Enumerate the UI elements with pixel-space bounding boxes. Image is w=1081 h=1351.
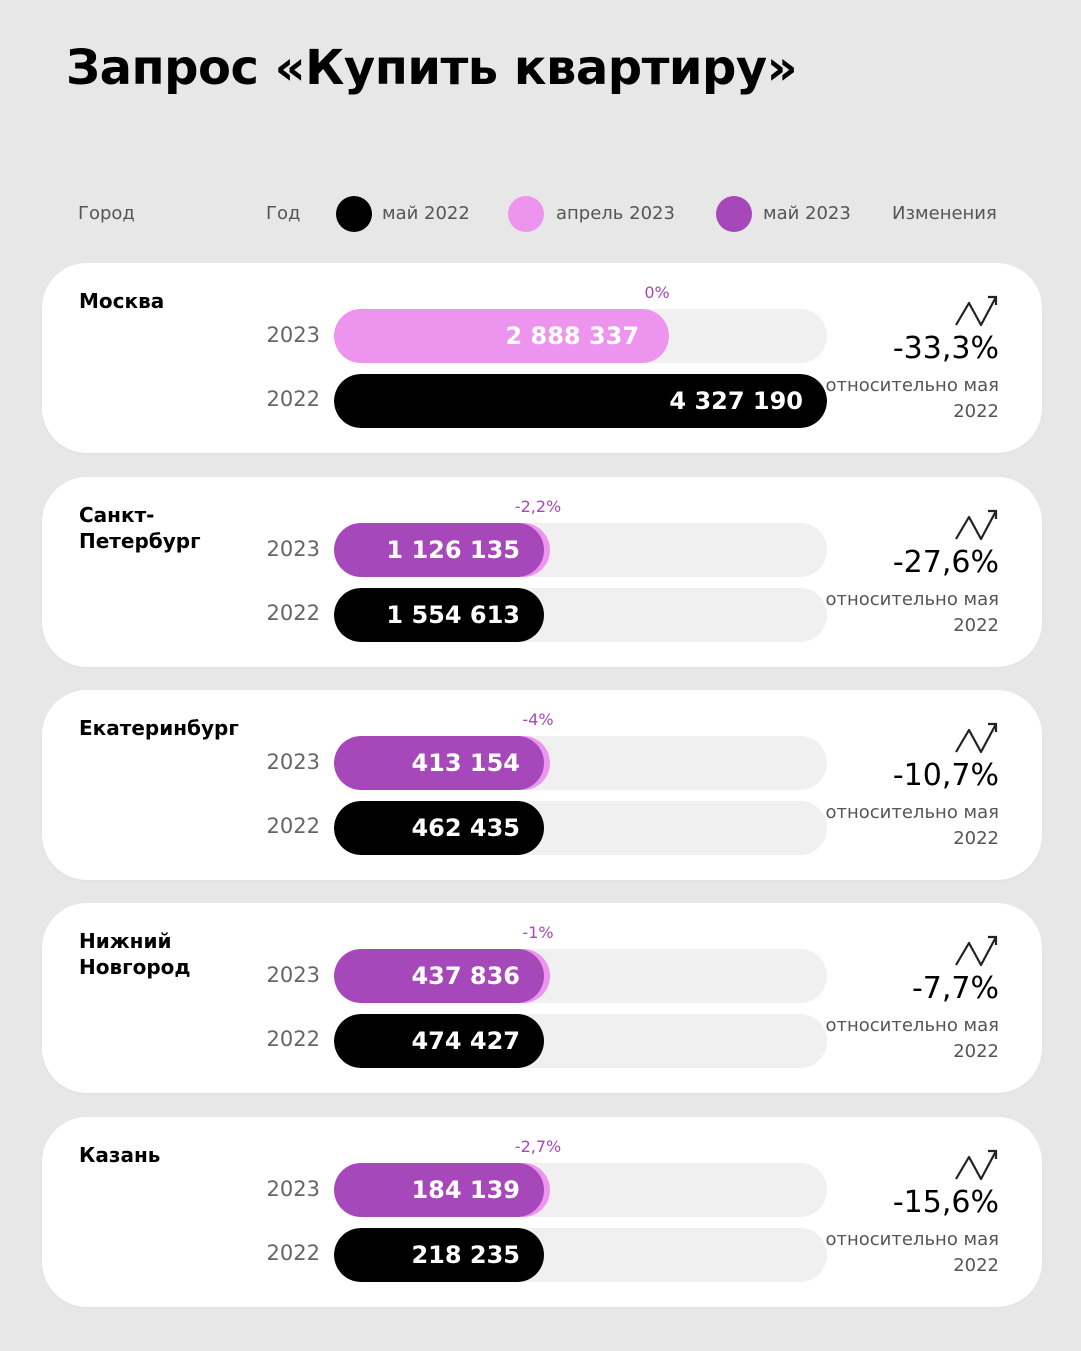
- year-label-2023: 2023: [266, 537, 320, 561]
- april-change-label: -4%: [522, 710, 554, 729]
- april-change-label: 0%: [644, 283, 670, 302]
- bar-may-2022: 474 427: [334, 1014, 544, 1068]
- bar-may-2023: 437 836: [334, 949, 544, 1003]
- column-header-city: Город: [78, 203, 135, 224]
- legend-swatch-may-2022: [336, 196, 372, 232]
- legend-label-may-2023: май 2023: [763, 203, 851, 224]
- trend-up-icon: [954, 933, 1000, 967]
- city-card: Москва 2023 2022 2 888 337 0% 4 327 190 -33,3%…: [42, 263, 1042, 453]
- trend-up-icon: [954, 1147, 1000, 1181]
- bar-track-2023: 437 836: [334, 949, 827, 1003]
- legend-swatch-april-2023: [508, 196, 544, 232]
- change-percent: -33,3%: [892, 331, 999, 366]
- bar-value-2023: 413 154: [411, 749, 520, 777]
- april-change-label: -1%: [522, 923, 554, 942]
- legend-swatch-may-2023: [716, 196, 752, 232]
- change-percent: -10,7%: [892, 758, 999, 793]
- april-change-label: -2,2%: [514, 497, 562, 516]
- trend-up-icon: [954, 293, 1000, 327]
- year-label-2022: 2022: [266, 387, 320, 411]
- bar-track-2022: 4 327 190: [334, 374, 827, 428]
- column-header-changes: Изменения: [892, 203, 997, 224]
- bar-may-2022: 218 235: [334, 1228, 544, 1282]
- bar-track-2022: 474 427: [334, 1014, 827, 1068]
- trend-up-icon: [954, 720, 1000, 754]
- bar-value-2022: 462 435: [411, 814, 520, 842]
- bar-track-2023: 413 154: [334, 736, 827, 790]
- bar-track-2023: 184 139: [334, 1163, 827, 1217]
- city-name: Санкт- Петербург: [79, 503, 201, 553]
- change-percent: -7,7%: [911, 971, 999, 1006]
- city-name: Казань: [79, 1143, 161, 1167]
- bar-value-2022: 218 235: [411, 1241, 520, 1269]
- bar-value-2023: 1 126 135: [386, 536, 520, 564]
- change-percent: -15,6%: [892, 1185, 999, 1220]
- city-name: Екатеринбург: [79, 716, 239, 740]
- year-label-2023: 2023: [266, 963, 320, 987]
- year-label-2022: 2022: [266, 601, 320, 625]
- city-card: Казань 2023 2022 184 139 -2,7% 218 235 -15,6% о…: [42, 1117, 1042, 1307]
- city-name: Москва: [79, 289, 165, 313]
- year-label-2022: 2022: [266, 1241, 320, 1265]
- bar-may-2023: 184 139: [334, 1163, 544, 1217]
- bar-value-2023: 2 888 337: [505, 322, 640, 350]
- bar-track-2022: 462 435: [334, 801, 827, 855]
- april-change-label: -2,7%: [514, 1137, 562, 1156]
- city-card: Санкт- Петербург 2023 2022 1 126 135 -2,2% 1 …: [42, 477, 1042, 667]
- bar-may-2023: 1 126 135: [334, 523, 544, 577]
- bar-value-2023: 437 836: [411, 962, 520, 990]
- bar-track-2023: 1 126 135: [334, 523, 827, 577]
- trend-up-icon: [954, 507, 1000, 541]
- year-label-2022: 2022: [266, 814, 320, 838]
- relative-note: относительно мая 2022: [825, 589, 1000, 636]
- year-label-2023: 2023: [266, 1177, 320, 1201]
- year-label-2022: 2022: [266, 1027, 320, 1051]
- bar-may-2022: 1 554 613: [334, 588, 544, 642]
- relative-note: относительно мая 2022: [825, 1015, 1000, 1062]
- year-label-2023: 2023: [266, 323, 320, 347]
- bar-track-2023: 2 888 337: [334, 309, 827, 363]
- bar-may-2023: 413 154: [334, 736, 544, 790]
- city-card: Екатеринбург 2023 2022 413 154 -4% 462 435 -10…: [42, 690, 1042, 880]
- page-title: Запрос «Купить квартиру»: [66, 40, 798, 96]
- bar-may-2023: 2 888 337: [334, 309, 664, 363]
- bar-value-2022: 4 327 190: [669, 387, 803, 415]
- year-label-2023: 2023: [266, 750, 320, 774]
- relative-note: относительно мая 2022: [825, 1229, 1000, 1276]
- bar-value-2023: 184 139: [411, 1176, 520, 1204]
- city-name: Нижний Новгород: [79, 929, 191, 979]
- bar-value-2022: 1 554 613: [386, 601, 520, 629]
- bar-value-2022: 474 427: [411, 1027, 520, 1055]
- bar-may-2022: 462 435: [334, 801, 544, 855]
- bar-track-2022: 218 235: [334, 1228, 827, 1282]
- bar-track-2022: 1 554 613: [334, 588, 827, 642]
- relative-note: относительно мая 2022: [825, 375, 1000, 422]
- city-card: Нижний Новгород 2023 2022 437 836 -1% 474 427…: [42, 903, 1042, 1093]
- relative-note: относительно мая 2022: [825, 802, 1000, 849]
- legend-label-april-2023: апрель 2023: [556, 203, 675, 224]
- column-header-year: Год: [266, 203, 301, 224]
- legend-label-may-2022: май 2022: [382, 203, 470, 224]
- bar-may-2022: 4 327 190: [334, 374, 827, 428]
- change-percent: -27,6%: [892, 545, 999, 580]
